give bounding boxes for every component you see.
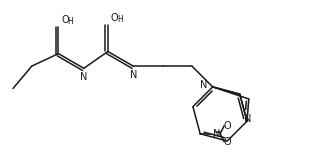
Text: H: H [68,17,73,26]
Text: O: O [61,15,69,25]
Text: N: N [214,129,221,139]
Text: N: N [200,80,208,90]
Text: N: N [80,72,87,82]
Text: O: O [223,137,231,147]
Text: H: H [117,15,123,24]
Text: O: O [223,121,231,131]
Text: O: O [111,13,118,23]
Text: N: N [244,114,252,124]
Text: N: N [130,70,137,80]
